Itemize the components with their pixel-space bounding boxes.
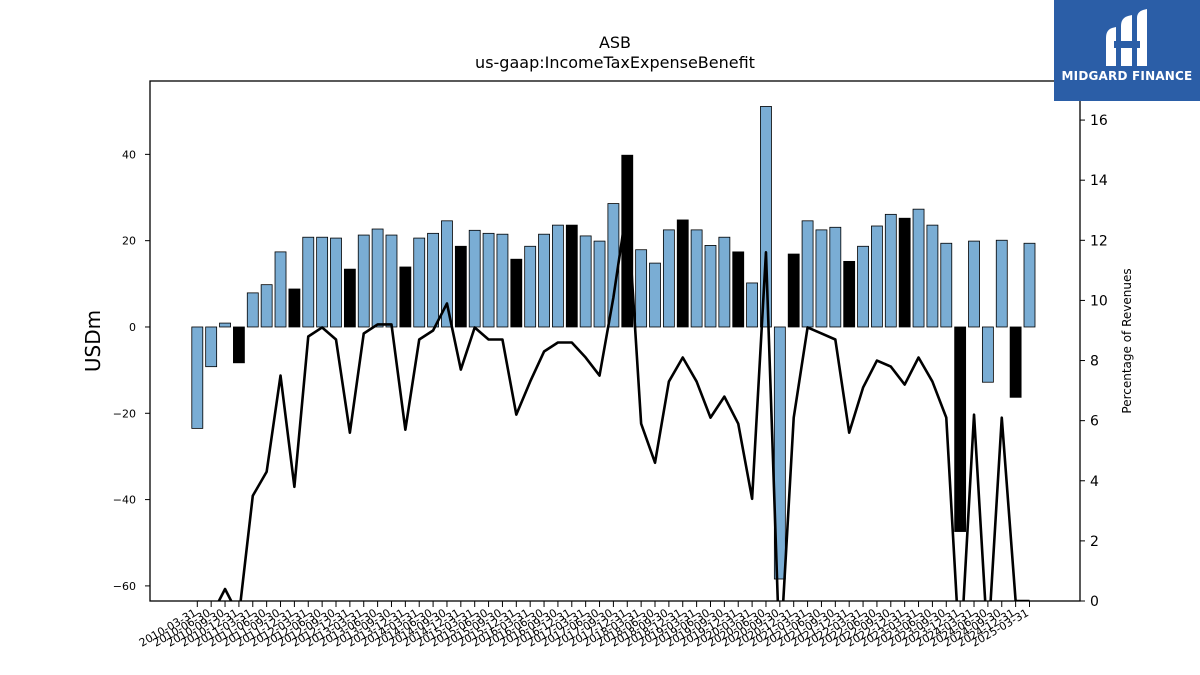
brand-name: MIDGARD FINANCE [1061, 69, 1193, 83]
y2-tick-label: 14 [1090, 173, 1108, 189]
bar-2021-09-30 [829, 226, 842, 328]
y-tick-label: −60 [113, 580, 136, 593]
bar-2021-12-31 [843, 260, 856, 328]
bar-2020-09-30 [773, 326, 786, 580]
midgard-logo-icon [1106, 9, 1147, 66]
bar-2019-03-31 [690, 229, 703, 328]
bar-2012-03-31 [302, 236, 315, 328]
bar-2018-06-30 [649, 262, 661, 328]
bar-2010-09-30 [219, 322, 231, 328]
bar-2013-09-30 [385, 234, 398, 328]
bar-2018-12-31 [676, 219, 689, 328]
bar-2011-09-30 [274, 251, 287, 328]
bar-2024-12-31 [1009, 326, 1022, 398]
bar-2012-09-30 [330, 237, 342, 328]
bar-2024-06-30 [981, 326, 994, 383]
bar-2023-06-30 [926, 224, 939, 328]
bar-2016-09-30 [552, 224, 564, 328]
bar-2017-12-31 [621, 154, 634, 328]
bar-2017-06-30 [593, 240, 606, 328]
bar-series [191, 106, 1036, 580]
y2-tick-label: 8 [1090, 354, 1099, 370]
bar-2020-12-31 [787, 253, 800, 328]
bar-2014-03-31 [413, 237, 426, 328]
bar-2022-06-30 [871, 225, 883, 328]
bar-2024-09-30 [995, 239, 1008, 328]
bar-2012-12-31 [343, 268, 356, 328]
chart-title: ASB [599, 33, 631, 52]
y2-tick-label: 0 [1090, 594, 1099, 610]
y2-tick-label: 12 [1090, 233, 1108, 249]
bar-2014-09-30 [441, 220, 453, 328]
y-tick-label: 40 [122, 148, 136, 161]
bar-2012-06-30 [316, 236, 329, 328]
y-tick-label: −40 [113, 494, 136, 507]
bar-2016-03-31 [524, 245, 537, 328]
bar-2024-03-31 [968, 240, 980, 328]
bar-2023-12-31 [954, 326, 967, 532]
y-tick-label: −20 [113, 407, 136, 420]
bar-2011-12-31 [288, 288, 301, 328]
chart-subtitle: us-gaap:IncomeTaxExpenseBenefit [475, 53, 755, 72]
bar-2018-09-30 [662, 229, 675, 328]
bar-2014-12-31 [454, 245, 467, 328]
y2-tick-label: 4 [1090, 474, 1099, 490]
line-series [197, 202, 1030, 601]
bar-2015-06-30 [482, 232, 495, 328]
bar-2021-06-30 [815, 229, 828, 328]
bar-2011-03-31 [246, 292, 259, 328]
bar-2022-09-30 [884, 213, 897, 328]
y2-tick-label: 16 [1090, 113, 1108, 129]
bar-2010-06-30 [205, 326, 218, 368]
y2-tick-label: 10 [1090, 293, 1108, 309]
bar-2022-03-31 [857, 245, 869, 328]
bar-2020-03-31 [746, 282, 758, 328]
percentage-of-revenues-line [197, 202, 1030, 601]
y-axis-label: USDm [81, 310, 105, 372]
y2-axis-label: Percentage of Revenues [1120, 268, 1134, 413]
y-axis-right: 0 2 4 6 8 10 12 14 16 [1080, 113, 1108, 610]
bar-2025-03-31 [1023, 242, 1036, 328]
bar-2015-03-31 [468, 229, 481, 328]
bar-2015-09-30 [496, 233, 509, 328]
bar-2013-03-31 [357, 234, 370, 328]
bar-2013-06-30 [371, 228, 384, 328]
y-tick-label: 20 [122, 235, 136, 248]
bar-2019-06-30 [704, 245, 717, 328]
bar-2010-12-31 [233, 326, 245, 364]
bar-2021-03-31 [801, 220, 814, 328]
bar-2023-09-30 [940, 242, 953, 328]
bar-2013-12-31 [399, 266, 412, 328]
y-tick-label: 0 [129, 321, 136, 334]
bar-2019-12-31 [732, 251, 745, 328]
bar-2014-06-30 [427, 232, 439, 328]
brand-logo: MIDGARD FINANCE [1054, 0, 1200, 101]
bar-2020-06-30 [760, 106, 772, 328]
plot-frame [149, 80, 1081, 602]
y2-tick-label: 6 [1090, 414, 1099, 430]
bar-2023-03-31 [912, 208, 925, 328]
y2-tick-label: 2 [1090, 534, 1099, 550]
bar-2010-03-31 [191, 326, 204, 429]
y-axis-left: −60 −40 −20 0 20 40 [113, 148, 150, 593]
bar-2017-03-31 [579, 235, 592, 328]
bar-2016-06-30 [538, 233, 550, 328]
bar-2011-06-30 [260, 284, 273, 328]
bar-2019-09-30 [718, 236, 731, 328]
bar-2022-12-31 [898, 217, 911, 328]
bar-2015-12-31 [510, 258, 523, 328]
bar-2018-03-31 [635, 249, 648, 328]
bar-2016-12-31 [565, 224, 578, 328]
x-axis: 2010-03-312010-06-302010-09-302010-12-31… [137, 601, 1031, 650]
